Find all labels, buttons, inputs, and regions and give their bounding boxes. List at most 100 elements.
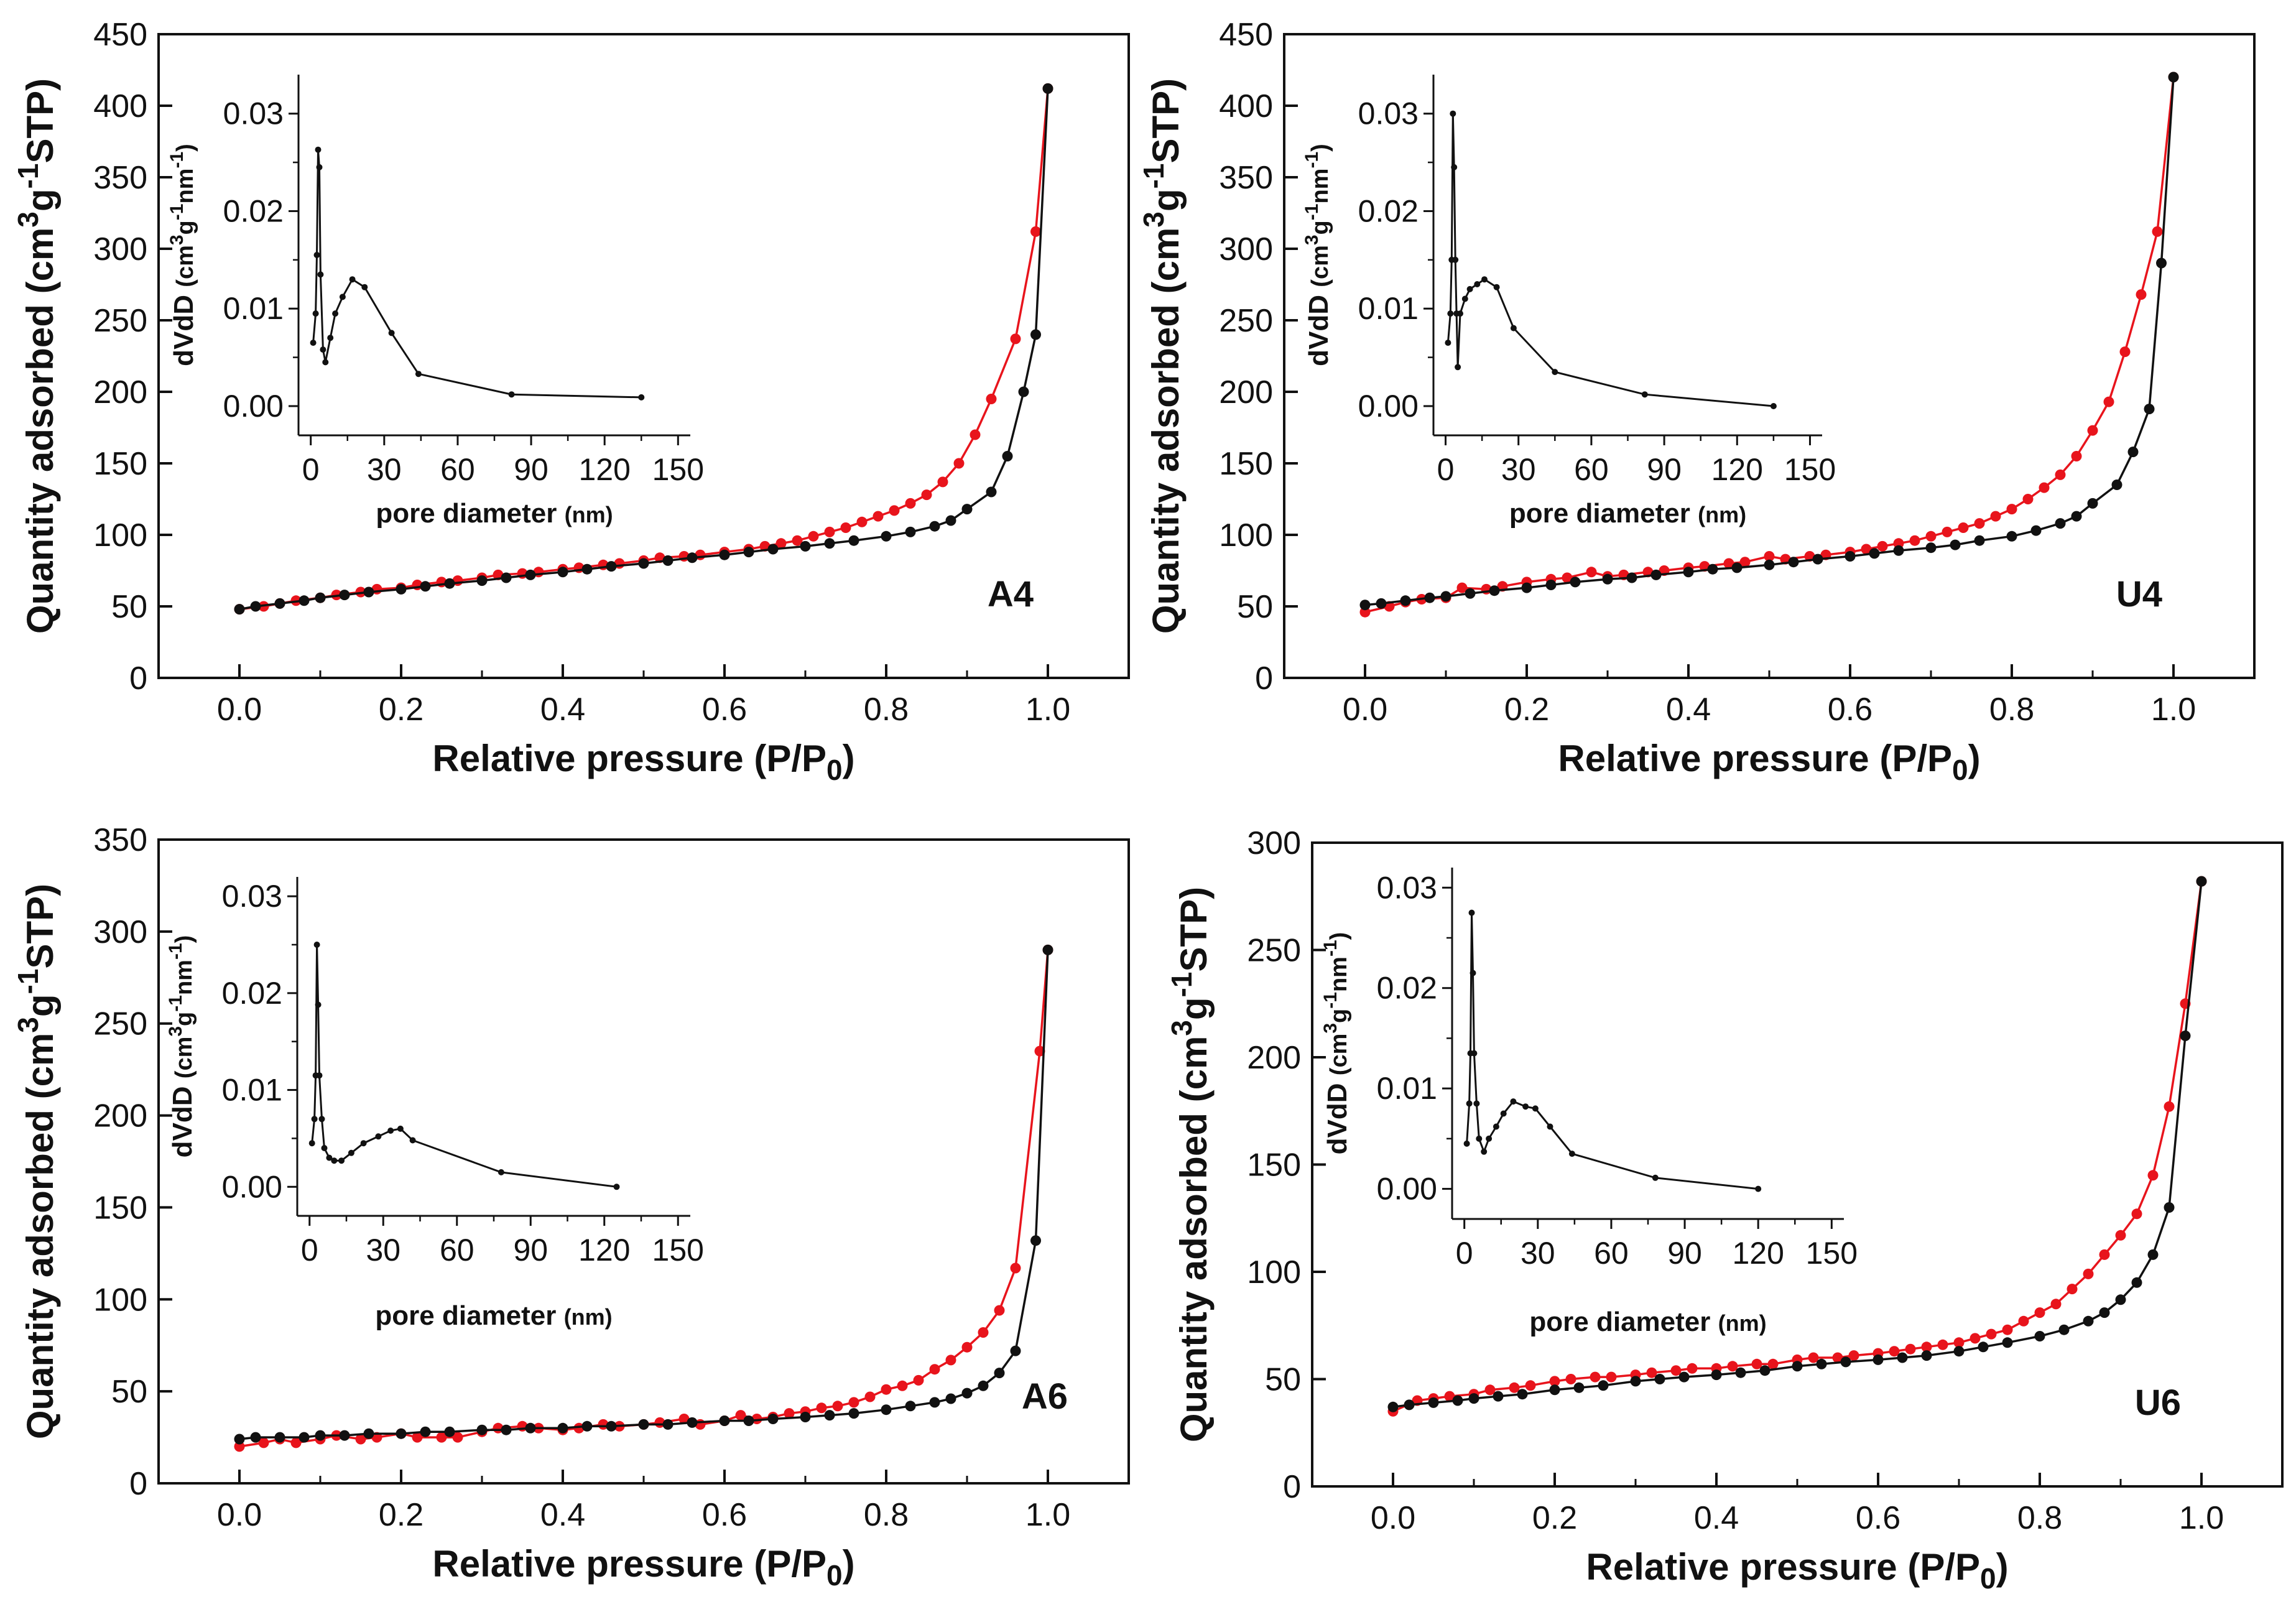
desorption-data-point	[1889, 1346, 1900, 1357]
desorption-data-point	[1990, 511, 2001, 522]
desorption-data-point	[1010, 333, 1021, 345]
desorption-data-point	[234, 1441, 245, 1452]
inset-psd-line	[311, 944, 617, 1188]
desorption-data-point	[1921, 1341, 1932, 1353]
inset-y-tick-label: 0.00	[1377, 1172, 1437, 1207]
inset-psd-point	[1474, 281, 1481, 287]
plot-frame	[157, 33, 1130, 679]
adsorption-data-point	[662, 555, 674, 566]
inset-x-axis-title: pore diameter (nm)	[376, 498, 613, 529]
adsorption-data-point	[2055, 518, 2066, 529]
x-axis-title: Relative pressure (P/P0)	[432, 738, 854, 786]
adsorption-data-point	[848, 535, 859, 546]
adsorption-data-point	[1897, 1352, 1908, 1363]
inset-psd-point	[321, 1145, 328, 1151]
inset-psd-point	[613, 1184, 620, 1190]
desorption-data-point	[2050, 1299, 2062, 1310]
adsorption-data-point	[557, 1422, 568, 1434]
adsorption-data-point	[1872, 1354, 1884, 1365]
y-tick-label: 150	[93, 446, 147, 482]
adsorption-data-point	[1893, 545, 1904, 556]
inset-psd-point	[317, 271, 324, 278]
adsorption-data-point	[1489, 585, 1500, 596]
y-axis-title: Quantity adsorbed (cm3g-1STP)	[12, 78, 61, 634]
desorption-data-point	[1937, 1339, 1948, 1350]
adsorption-data-point	[1428, 1397, 1439, 1408]
adsorption-data-point	[299, 595, 310, 606]
adsorption-data-point	[1711, 1369, 1722, 1381]
y-tick-label: 250	[1219, 303, 1273, 339]
desorption-data-point	[897, 1380, 908, 1391]
inset-psd-point	[332, 310, 339, 317]
y-axis-title: Quantity adsorbed (cm3g-1STP)	[12, 884, 61, 1439]
inset-psd-point	[1481, 1148, 1488, 1155]
x-tick-label: 1.0	[1025, 1497, 1070, 1533]
adsorption-data-point	[2156, 257, 2167, 269]
inset-x-tick-label: 30	[367, 452, 402, 487]
adsorption-data-point	[1764, 559, 1775, 570]
x-tick-label: 0.4	[1666, 692, 1711, 728]
adsorption-data-point	[743, 1415, 754, 1426]
inset-psd-point	[338, 1157, 345, 1164]
inset-psd-point	[375, 1133, 382, 1140]
y-tick-label: 400	[1219, 88, 1273, 124]
adsorption-data-point	[1683, 567, 1694, 578]
panel-A6: 0.0 0.2 0.4 0.6 0.8 1.0050100150200250300350R…	[12, 822, 1130, 1592]
y-tick-label: 100	[1219, 517, 1273, 554]
inset-psd-point	[1450, 110, 1456, 117]
desorption-data-point	[2067, 1284, 2078, 1295]
adsorption-data-point	[396, 1428, 407, 1439]
adsorption-data-point	[2164, 1202, 2175, 1213]
inset-psd-point	[1473, 1100, 1480, 1107]
desorption-data-point	[824, 526, 835, 537]
desorption-data-point	[2164, 1101, 2175, 1112]
inset-x-axis-title: pore diameter (nm)	[1509, 498, 1746, 529]
inset-y-tick-label: 0.03	[223, 96, 284, 131]
inset-psd-point	[1452, 256, 1459, 263]
panel-U6: 0.0 0.2 0.4 0.6 0.8 1.0050100150200250300Rela…	[1165, 825, 2284, 1595]
inset-y-tick-label: 0.02	[222, 976, 282, 1011]
adsorption-data-point	[315, 1430, 326, 1441]
inset-psd-point	[1455, 364, 1461, 371]
adsorption-data-point	[1468, 1393, 1479, 1404]
desorption-data-point	[784, 1408, 795, 1419]
desorption-data-point	[2087, 425, 2098, 436]
desorption-data-point	[2119, 346, 2131, 358]
inset-psd-point	[1510, 1098, 1517, 1105]
adsorption-data-point	[2131, 1277, 2142, 1288]
desorption-data-point	[1986, 1328, 1997, 1340]
adsorption-data-point	[2180, 1031, 2191, 1041]
adsorption-data-point	[1731, 562, 1743, 573]
inset-y-tick-label: 0.03	[1377, 870, 1437, 905]
y-tick-label: 100	[1247, 1254, 1301, 1290]
adsorption-data-point	[638, 558, 649, 569]
adsorption-data-point	[1869, 548, 1880, 559]
inset-psd-point	[312, 310, 319, 317]
adsorption-data-point	[961, 504, 973, 515]
inset-psd-point	[1481, 276, 1488, 283]
desorption-data-point	[1010, 1263, 1021, 1274]
desorption-data-point	[1764, 551, 1775, 562]
desorption-data-point	[1832, 1352, 1843, 1363]
panel-A4: 0.0 0.2 0.4 0.6 0.8 1.00501001502002503003504…	[12, 17, 1130, 786]
desorption-data-point	[2018, 1315, 2029, 1327]
inset-psd-line	[312, 149, 642, 399]
x-tick-label: 0.0	[217, 1497, 262, 1533]
adsorption-data-point	[881, 1404, 892, 1415]
inset-psd-point	[326, 1154, 333, 1161]
desorption-data-point	[1727, 1361, 1738, 1372]
x-tick-label: 0.6	[1856, 1500, 1900, 1536]
desorption-data-point	[1723, 558, 1734, 569]
inset-psd-point	[339, 294, 346, 300]
desorption-data-point	[1646, 1367, 1657, 1378]
inset-pore-distribution: 0 30 60 90 120 150 0.00 0.01 0.02 0.03 pore diamet…	[167, 75, 704, 529]
adsorption-data-point	[581, 1420, 593, 1432]
desorption-data-point	[1687, 1363, 1698, 1374]
inset-x-axis-title: pore diameter (nm)	[375, 1300, 612, 1331]
desorption-data-point	[2115, 1230, 2126, 1241]
inset-x-tick-label: 120	[578, 1233, 630, 1267]
desorption-data-point	[945, 1355, 956, 1366]
desorption-data-point	[1562, 572, 1573, 583]
desorption-data-point	[1456, 582, 1468, 593]
adsorption-data-point	[315, 592, 326, 603]
